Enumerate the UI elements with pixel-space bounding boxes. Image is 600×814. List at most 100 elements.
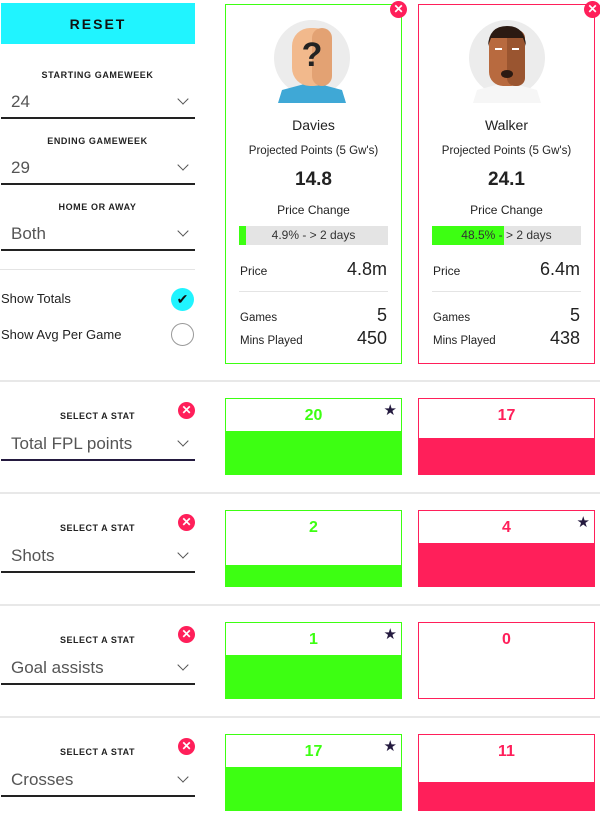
- price-change-bar: 48.5% - > 2 days: [432, 226, 581, 245]
- stat-bar-player-1: 2: [225, 510, 402, 587]
- stat-bar-player-1: 17 ★: [225, 734, 402, 811]
- stat-value: 4: [502, 519, 511, 536]
- stat-select[interactable]: Crosses: [1, 767, 195, 797]
- mins-value: 450: [356, 328, 387, 348]
- home-away-select[interactable]: Both: [1, 221, 195, 251]
- chevron-down-icon: [177, 659, 189, 671]
- stat-value: 1: [309, 631, 318, 648]
- divider: [0, 269, 195, 270]
- chevron-down-icon: [177, 547, 189, 559]
- price-change-label: Price Change: [470, 203, 543, 217]
- select-stat-label: SELECT A STAT: [60, 635, 135, 645]
- stat-value: 17: [497, 407, 516, 424]
- projected-points: 14.8: [295, 169, 332, 190]
- games-label: Games: [433, 312, 471, 324]
- player-name: Davies: [292, 117, 335, 133]
- mins-value: 438: [549, 328, 580, 348]
- remove-player-button[interactable]: ✕: [584, 1, 600, 18]
- remove-stat-button[interactable]: ✕: [178, 402, 195, 419]
- divider: [432, 291, 581, 292]
- price-change-text: 4.9% - > 2 days: [271, 228, 356, 242]
- remove-stat-button[interactable]: ✕: [178, 626, 195, 643]
- star-icon: ★: [383, 626, 397, 643]
- stat-value: 17: [304, 743, 323, 760]
- stat-bar-player-2: 0: [418, 622, 595, 699]
- stat-bar-fill: [226, 564, 401, 586]
- stat-bar-fill: [226, 767, 401, 810]
- select-value: Crosses: [11, 770, 74, 789]
- projected-points: 24.1: [488, 169, 525, 190]
- stat-value: 11: [498, 743, 515, 760]
- stat-bar-player-1: 20 ★: [225, 398, 402, 475]
- stat-bar-fill: [226, 431, 401, 474]
- price-change-label: Price Change: [277, 203, 350, 217]
- close-icon: ✕: [181, 403, 192, 417]
- close-icon: ✕: [393, 2, 404, 16]
- games-value: 5: [376, 305, 387, 325]
- chevron-down-icon: [177, 771, 189, 783]
- select-value: 24: [11, 92, 30, 111]
- stat-value: 20: [304, 407, 323, 424]
- star-icon: ★: [383, 738, 397, 755]
- remove-player-button[interactable]: ✕: [390, 1, 407, 18]
- star-icon: ★: [383, 402, 397, 419]
- home-away-label: HOME OR AWAY: [58, 202, 137, 212]
- chevron-down-icon: [177, 93, 189, 105]
- chevron-down-icon: [177, 159, 189, 171]
- divider: [0, 492, 600, 494]
- select-stat-label: SELECT A STAT: [60, 747, 135, 757]
- price-value: 6.4m: [539, 259, 580, 279]
- price-label: Price: [240, 264, 268, 278]
- stat-bar-fill: [226, 655, 401, 698]
- divider: [239, 291, 388, 292]
- stat-select[interactable]: Shots: [1, 543, 195, 573]
- select-value: Shots: [11, 546, 55, 565]
- divider: [0, 716, 600, 718]
- remove-stat-button[interactable]: ✕: [178, 738, 195, 755]
- price-label: Price: [433, 264, 461, 278]
- select-value: Goal assists: [11, 658, 104, 677]
- ending-gameweek-select[interactable]: 29: [1, 155, 195, 185]
- show-totals-radio[interactable]: ✔: [171, 288, 194, 311]
- remove-stat-button[interactable]: ✕: [178, 514, 195, 531]
- stat-bar-player-2: 17: [418, 398, 595, 475]
- starting-gameweek-select[interactable]: 24: [1, 89, 195, 119]
- stat-bar-player-2: 4 ★: [418, 510, 595, 587]
- close-icon: ✕: [181, 627, 192, 641]
- close-icon: ✕: [181, 739, 192, 753]
- svg-text:?: ?: [302, 36, 323, 74]
- divider: [0, 604, 600, 606]
- stat-select[interactable]: Total FPL points: [1, 431, 195, 461]
- select-value: Both: [11, 224, 46, 243]
- price-change-fill: [239, 226, 247, 245]
- check-icon: ✔: [176, 291, 189, 307]
- star-icon: ★: [576, 514, 590, 531]
- mins-label: Mins Played: [433, 335, 496, 347]
- mins-label: Mins Played: [240, 335, 303, 347]
- stat-bar-player-1: 1 ★: [225, 622, 402, 699]
- select-stat-label: SELECT A STAT: [60, 411, 135, 421]
- divider: [0, 380, 600, 382]
- close-icon: ✕: [587, 2, 598, 16]
- starting-gameweek-label: STARTING GAMEWEEK: [41, 70, 154, 80]
- chevron-down-icon: [177, 225, 189, 237]
- stat-value: 2: [309, 519, 318, 536]
- stat-select[interactable]: Goal assists: [1, 655, 195, 685]
- projected-label: Projected Points (5 Gw's): [441, 145, 572, 157]
- stat-bar-fill: [419, 437, 594, 474]
- player-card-walker: Walker Projected Points (5 Gw's) 24.1 Pr…: [418, 4, 595, 364]
- price-value: 4.8m: [346, 259, 387, 279]
- price-change-fill: [432, 226, 505, 245]
- reset-button[interactable]: RESET: [1, 3, 195, 44]
- stat-bar-player-2: 11: [418, 734, 595, 811]
- chevron-down-icon: [177, 435, 189, 447]
- stat-bar-fill: [419, 782, 594, 810]
- projected-label: Projected Points (5 Gw's): [248, 145, 379, 157]
- price-change-text: 48.5% - > 2 days: [461, 228, 552, 242]
- player-name: Walker: [484, 117, 529, 133]
- select-value: Total FPL points: [11, 434, 133, 453]
- stat-bar-fill: [419, 543, 594, 586]
- select-stat-label: SELECT A STAT: [60, 523, 135, 533]
- unknown-player-icon: ?: [274, 20, 350, 103]
- show-avg-radio[interactable]: [171, 323, 194, 346]
